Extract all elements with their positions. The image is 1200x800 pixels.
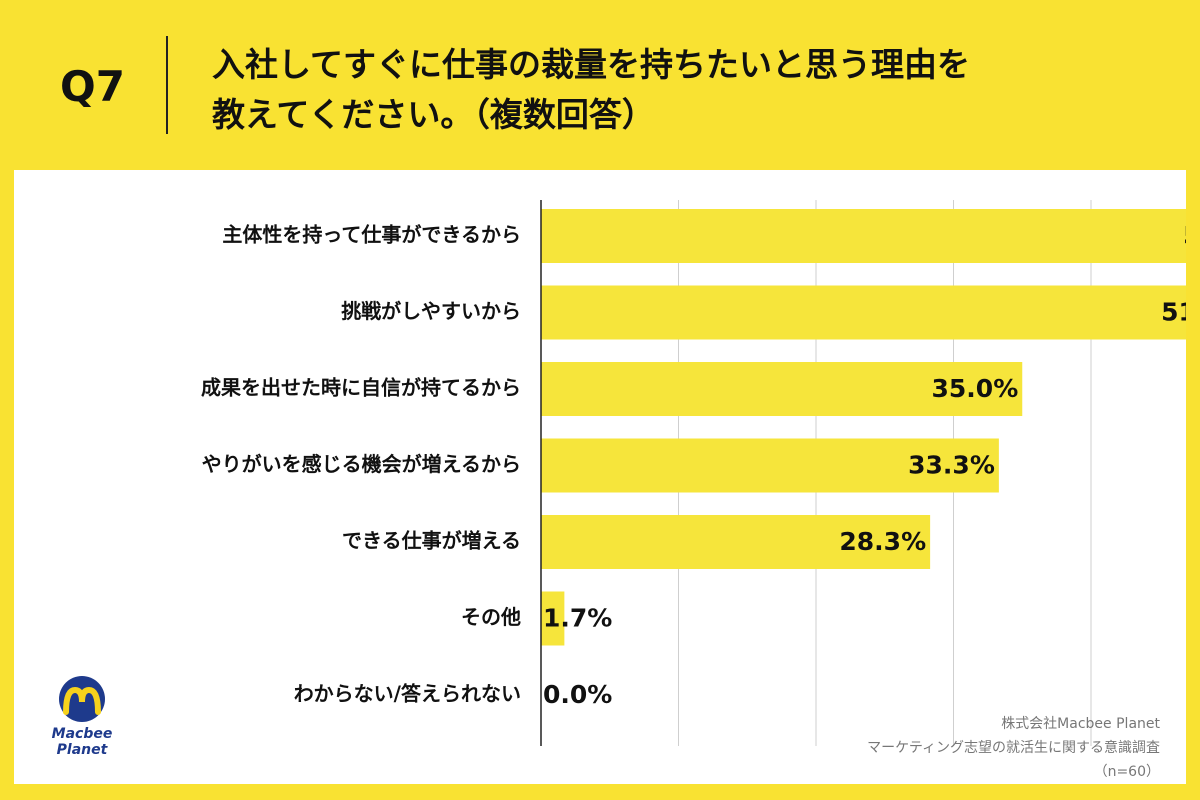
bar-chart: 主体性を持って仕事ができるから 53.3% 挑戦がしやすいから 51.7% 成果を出せた… (201, 200, 1186, 746)
category-label: やりがいを感じる機会が増えるから (202, 452, 521, 476)
logo-line-1: Macbee (51, 726, 113, 742)
category-label: 主体性を持って仕事ができるから (222, 223, 521, 247)
chart-panel: 主体性を持って仕事ができるから 53.3% 挑戦がしやすいから 51.7% 成果を出せた… (14, 170, 1186, 784)
bar (541, 285, 1186, 340)
logo-wordmark: Macbee Planet (44, 726, 120, 758)
category-label: 成果を出せた時に自信が持てるから (201, 376, 521, 400)
logo-line-2: Planet (56, 742, 108, 758)
category-label: できる仕事が増える (342, 529, 521, 553)
bar (541, 209, 1186, 263)
bar (541, 591, 565, 646)
category-label: その他 (461, 605, 521, 629)
bar (541, 515, 931, 569)
question-number: Q7 (60, 62, 125, 111)
data-label: 1.7% (543, 604, 612, 633)
bar (541, 362, 1023, 416)
footer-sample-size: （n=60） (1093, 764, 1160, 780)
data-label: 35.0% (932, 374, 1019, 403)
header-divider (166, 36, 168, 134)
footer-company: 株式会社Macbee Planet (1001, 716, 1160, 732)
data-label: 0.0% (543, 680, 612, 709)
bar (541, 438, 999, 493)
question-title-line-1: 入社してすぐに仕事の裁量を持ちたいと思う理由を (212, 45, 971, 84)
category-label: わからない/答えられない (294, 682, 521, 706)
data-label: 28.3% (839, 527, 926, 556)
question-title: 入社してすぐに仕事の裁量を持ちたいと思う理由を 教えてください。（複数回答） (212, 40, 1172, 140)
category-label: 挑戦がしやすいから (341, 299, 521, 323)
data-label: 51.7% (1161, 298, 1186, 327)
question-title-line-2: 教えてください。（複数回答） (212, 95, 655, 134)
footer-survey-name: マーケティング志望の就活生に関する意識調査 (867, 740, 1160, 756)
macbee-planet-logo: Macbee Planet (44, 672, 120, 758)
macbee-logo-icon (59, 676, 105, 722)
data-label: 33.3% (908, 451, 995, 480)
chart-footer: 株式会社Macbee Planet マーケティング志望の就活生に関する意識調査 … (867, 712, 1160, 784)
data-label: 53.3% (1183, 221, 1186, 250)
